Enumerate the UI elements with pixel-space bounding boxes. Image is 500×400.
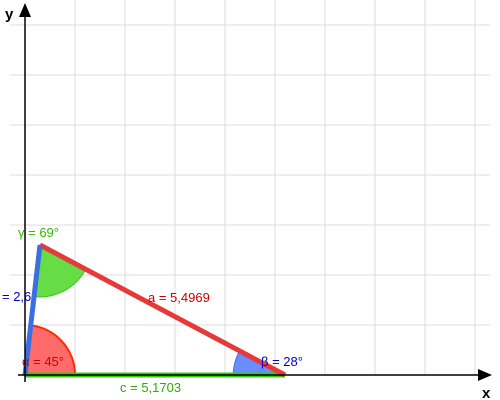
y-axis-label: y (5, 6, 14, 23)
y-axis-arrow (19, 3, 31, 17)
angle-alpha-sector (23, 324, 77, 376)
side-c-label: c = 5,1703 (120, 380, 181, 395)
x-axis-label: x (482, 385, 491, 400)
angle-alpha-label: α = 45° (22, 354, 64, 369)
grid (10, 0, 490, 375)
side-a (38, 242, 287, 378)
side-b (22, 244, 43, 376)
x-axis-arrow (478, 369, 492, 381)
angle-beta-label: β = 28° (261, 354, 303, 369)
side-a-label: a = 5,4969 (148, 290, 210, 305)
angle-gamma-label: γ = 69° (18, 225, 59, 240)
side-b-label: = 2,6 (2, 289, 31, 304)
